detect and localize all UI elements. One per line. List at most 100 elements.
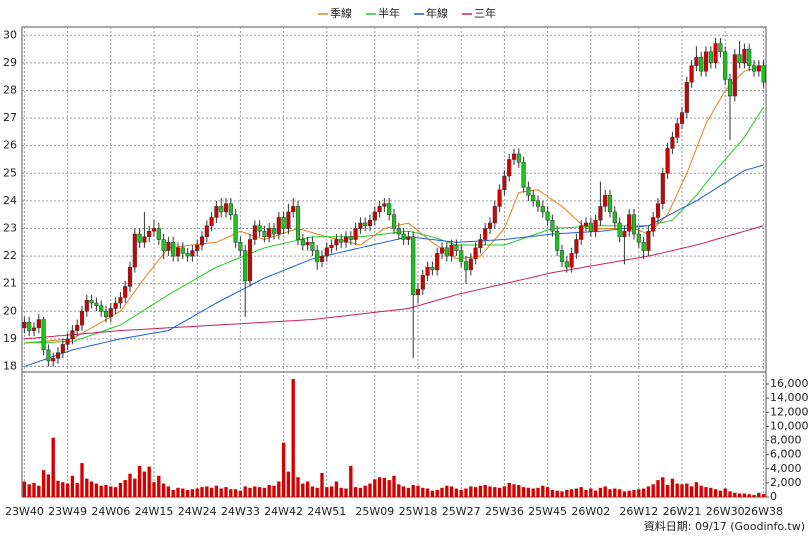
volume-bar [353,487,358,497]
volume-bar [430,490,435,497]
candle-body [646,230,651,251]
candle-body [444,247,449,257]
volume-bar [123,480,127,497]
volume-bar [329,486,334,497]
candle-body [564,261,569,268]
candle-body [593,219,598,232]
volume-bar [118,482,123,497]
ma-line [24,225,764,340]
volume-bar [445,485,449,497]
candle-body [689,65,694,83]
candle-body [99,305,104,312]
candle-body [612,211,617,224]
x-tick-label: 23W49 [48,505,87,518]
volume-bar [699,485,703,497]
volume-bar [613,488,617,497]
candle-body [708,51,713,64]
candle-body [411,236,416,295]
candle-body [209,217,214,226]
y-tick-label: 22 [3,249,17,262]
candle-body [574,239,579,254]
candle-body [175,247,181,257]
volume-bar [723,488,727,497]
candle-body [396,228,401,235]
volume-bar [166,486,171,497]
volume-bar [454,488,459,497]
volume-bar [272,485,276,497]
volume-bar [488,486,492,497]
volume-bar [277,481,281,497]
candle-body [603,195,608,207]
candle-body [262,230,267,238]
volume-bar [75,482,79,497]
candle-body [459,250,464,262]
candle-body [492,206,497,224]
candle-body [223,203,229,213]
volume-bar [507,482,511,497]
volume-bar [641,488,646,497]
volume-bar [747,494,751,497]
candle-body [243,250,248,282]
volume-tick-label: 12,000 [770,405,808,418]
candle-body [387,203,392,215]
x-tick-label: 25W27 [442,505,481,518]
volume-bar [296,477,300,497]
volume-bar [709,487,713,497]
x-tick-label: 26W21 [663,505,702,518]
volume-bar [584,489,588,497]
volume-bar [305,481,310,497]
candle-body [372,211,377,221]
volume-bar [555,490,559,497]
volume-bar [267,484,271,497]
volume-tick-label: 14,000 [770,391,808,404]
volume-bar [483,484,487,497]
candle-body [127,266,133,287]
volume-bar [574,488,579,497]
candle-body [247,239,253,282]
candle-body [540,206,545,213]
candle-body [415,288,421,295]
candle-body [483,228,488,240]
volume-tick-label: 4,000 [770,462,802,475]
y-tick-label: 19 [3,332,17,345]
volume-bar [517,484,521,497]
volume-bar [113,487,118,497]
candle-body [295,206,301,240]
x-tick-label: 26W02 [571,505,610,518]
x-tick-label: 24W06 [91,505,130,518]
candle-body [660,173,665,204]
x-tick-label: 23W40 [5,505,44,518]
candle-body [598,206,603,221]
volume-bar [219,488,223,497]
candle-body [665,148,670,174]
candle-body [118,297,123,304]
volume-bar [257,487,262,497]
candle-body [305,242,310,246]
candle-body [108,308,113,318]
candle-body [761,65,766,83]
volume-bar [243,486,247,497]
volume-bar [171,489,175,497]
volume-tick-label: 6,000 [770,448,802,461]
x-tick-label: 24W15 [135,505,174,518]
volume-bar [262,487,267,497]
x-tick-label: 24W42 [264,505,303,518]
candle-body [535,200,541,207]
volume-bar [733,492,737,497]
candle-body [694,57,699,66]
volume-bar [694,482,699,497]
volume-bar [651,484,655,497]
candle-body [348,236,353,240]
volume-bar [421,487,425,497]
volume-bar [598,487,603,497]
volume-bar [536,487,540,497]
volume-bar [334,481,339,497]
volume-bar [661,477,665,497]
candle-body [679,112,685,124]
volume-bar [349,465,353,497]
volume-bar [593,490,598,497]
volume-bar [70,475,75,497]
volume-bar [65,483,70,497]
candle-body [27,322,32,331]
volume-bar [406,487,411,497]
